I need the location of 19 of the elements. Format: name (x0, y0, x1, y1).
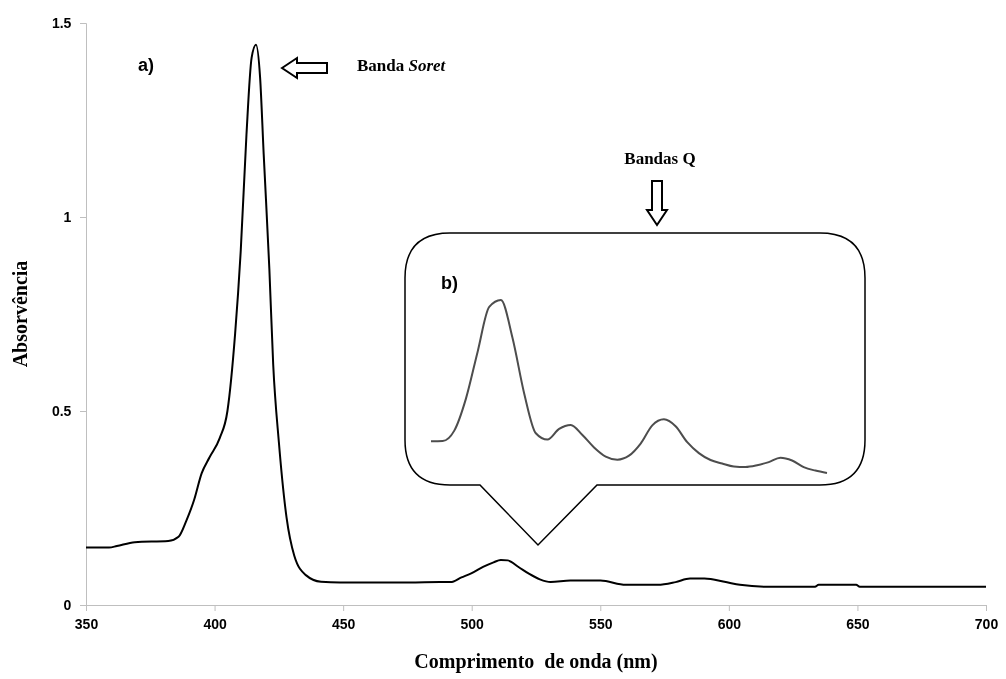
x-tick-label: 600 (717, 616, 742, 633)
y-axis-title: Absorvência (9, 260, 31, 368)
x-tick-label: 450 (331, 616, 356, 633)
x-tick-label: 700 (974, 616, 999, 633)
annotation: a) (138, 55, 155, 75)
y-tick-label: 0.5 (51, 402, 72, 419)
annotation: Bandas Q (624, 149, 696, 168)
annotation: b) (441, 273, 458, 293)
line-series (85, 43, 987, 588)
y-tick-label: 0 (63, 596, 72, 613)
x-tick-label: 500 (460, 616, 485, 633)
annotation: Banda Soret (357, 56, 447, 75)
x-tick-label: 550 (589, 616, 613, 633)
y-tick-label: 1.5 (51, 14, 72, 31)
x-tick-label: 350 (74, 616, 99, 633)
y-tick-label: 1 (63, 208, 72, 225)
x-tick-label: 400 (203, 616, 227, 633)
x-axis-title: Comprimento de onda (nm) (414, 650, 658, 673)
x-tick-label: 650 (846, 616, 870, 633)
